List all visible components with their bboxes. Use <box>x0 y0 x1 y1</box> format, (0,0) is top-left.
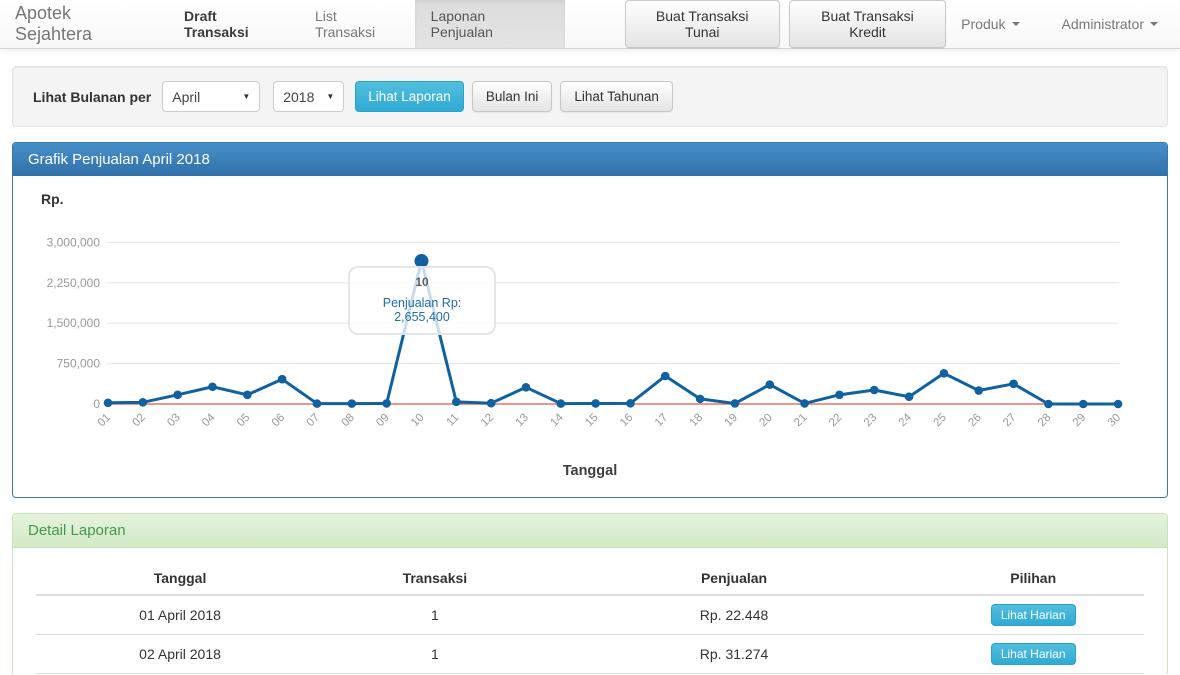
cell-transaksi: 1 <box>324 634 546 674</box>
svg-text:06: 06 <box>270 412 288 430</box>
nav-item-draft-transaksi[interactable]: Draft Transaksi <box>184 8 249 40</box>
svg-text:05: 05 <box>235 412 253 430</box>
header-pilihan: Pilihan <box>922 562 1144 596</box>
cell-tanggal: 02 April 2018 <box>36 634 325 674</box>
buat-transaksi-tunai-button[interactable]: Buat Transaksi Tunai <box>624 0 780 48</box>
cell-penjualan: Rp. 31.274 <box>545 634 923 674</box>
x-axis-title: Tanggal <box>562 463 618 479</box>
svg-text:18: 18 <box>688 412 706 430</box>
header-tanggal: Tanggal <box>36 562 325 596</box>
month-select-value: April <box>172 88 201 105</box>
lihat-harian-button[interactable]: Lihat Harian <box>990 604 1076 626</box>
svg-text:23: 23 <box>862 412 880 430</box>
svg-text:15: 15 <box>583 412 601 430</box>
svg-text:09: 09 <box>374 412 392 430</box>
svg-text:10: 10 <box>409 412 427 430</box>
svg-text:03: 03 <box>165 412 183 430</box>
svg-text:24: 24 <box>897 411 915 429</box>
chart-panel-title: Grafik Penjualan April 2018 <box>13 143 1167 176</box>
svg-text:21: 21 <box>792 412 810 430</box>
nav-item-laporan-penjualan[interactable]: Laponan Penjualan <box>414 0 565 48</box>
sales-line-chart[interactable]: 0 750,000 1,500,000 2,250,000 3,000,000 01 02 0… <box>13 219 1167 441</box>
nav-item-list-transaksi[interactable]: List Transaksi <box>314 8 376 40</box>
cell-penjualan: Rp. 22.448 <box>545 595 923 635</box>
svg-text:01: 01 <box>96 412 114 430</box>
produk-dropdown-label: Produk <box>961 16 1006 32</box>
detail-panel: Detail Laporan Tanggal Transaksi Penjual… <box>12 513 1168 674</box>
table-header-row: Tanggal Transaksi Penjualan Pilihan <box>36 562 1144 596</box>
svg-text:08: 08 <box>339 412 357 430</box>
svg-text:2,250,000: 2,250,000 <box>47 276 101 290</box>
lihat-tahunan-button[interactable]: Lihat Tahunan <box>560 81 673 112</box>
svg-text:22: 22 <box>827 412 845 430</box>
produk-dropdown[interactable]: Produk <box>946 0 1034 48</box>
svg-text:17: 17 <box>653 412 671 430</box>
svg-text:16: 16 <box>618 412 636 430</box>
year-select-value: 2018 <box>283 88 315 105</box>
svg-text:3,000,000: 3,000,000 <box>47 235 101 249</box>
caret-down-icon: ▼ <box>326 92 335 101</box>
caret-down-icon <box>1150 22 1158 26</box>
cell-transaksi: 1 <box>324 595 546 635</box>
svg-text:0: 0 <box>93 397 100 411</box>
bulan-ini-button[interactable]: Bulan Ini <box>471 81 553 112</box>
svg-text:13: 13 <box>514 412 532 430</box>
table-row: 02 April 2018 1 Rp. 31.274 Lihat Harian <box>36 634 1144 674</box>
filter-label: Lihat Bulanan per <box>33 88 152 105</box>
lihat-harian-button[interactable]: Lihat Harian <box>990 643 1076 665</box>
svg-text:19: 19 <box>723 412 741 430</box>
detail-table: Tanggal Transaksi Penjualan Pilihan 01 A… <box>36 562 1144 674</box>
chart-panel: Grafik Penjualan April 2018 Rp. 0 750,000… <box>12 142 1168 498</box>
svg-text:750,000: 750,000 <box>57 357 101 371</box>
y-axis-title: Rp. <box>41 191 64 207</box>
brand-link[interactable]: Apotek Sejahtera <box>15 3 93 44</box>
month-select[interactable]: April ▼ <box>162 81 261 112</box>
table-row: 01 April 2018 1 Rp. 22.448 Lihat Harian <box>36 595 1144 635</box>
header-transaksi: Transaksi <box>324 562 546 596</box>
tooltip-x-label: 10 <box>415 275 429 289</box>
svg-text:25: 25 <box>932 412 950 430</box>
filter-bar: Lihat Bulanan per April ▼ 2018 ▼ Lihat L… <box>12 66 1168 127</box>
tooltip-value: Penjualan Rp: 2,655,400 <box>382 296 462 324</box>
svg-text:02: 02 <box>130 412 148 430</box>
cell-tanggal: 01 April 2018 <box>36 595 325 635</box>
svg-text:28: 28 <box>1036 412 1054 430</box>
svg-text:04: 04 <box>200 411 218 429</box>
navbar: Apotek Sejahtera Draft Transaksi List Tr… <box>0 0 1180 49</box>
lihat-laporan-button[interactable]: Lihat Laporan <box>355 81 464 112</box>
svg-text:1,500,000: 1,500,000 <box>47 316 101 330</box>
svg-text:20: 20 <box>757 412 775 430</box>
buat-transaksi-kredit-button[interactable]: Buat Transaksi Kredit <box>788 0 947 48</box>
chart-tooltip: 10 Penjualan Rp: 2,655,400 <box>348 266 496 335</box>
svg-text:30: 30 <box>1106 412 1124 430</box>
caret-down-icon: ▼ <box>242 92 251 101</box>
administrator-dropdown-label: Administrator <box>1061 16 1144 32</box>
svg-text:07: 07 <box>305 412 323 430</box>
svg-text:27: 27 <box>1001 412 1019 430</box>
svg-text:14: 14 <box>548 411 566 429</box>
administrator-dropdown[interactable]: Administrator <box>1047 0 1180 48</box>
svg-text:11: 11 <box>444 412 461 429</box>
year-select[interactable]: 2018 ▼ <box>273 81 345 112</box>
caret-down-icon <box>1011 22 1020 26</box>
cell-pilihan: Lihat Harian <box>922 595 1144 635</box>
detail-panel-title: Detail Laporan <box>13 514 1167 548</box>
chart-canvas[interactable]: 0 750,000 1,500,000 2,250,000 3,000,000 01 02 0… <box>13 219 1167 441</box>
svg-text:26: 26 <box>966 412 984 430</box>
svg-text:12: 12 <box>479 412 497 430</box>
header-penjualan: Penjualan <box>545 562 923 596</box>
cell-pilihan: Lihat Harian <box>922 634 1144 674</box>
svg-text:29: 29 <box>1071 412 1089 430</box>
